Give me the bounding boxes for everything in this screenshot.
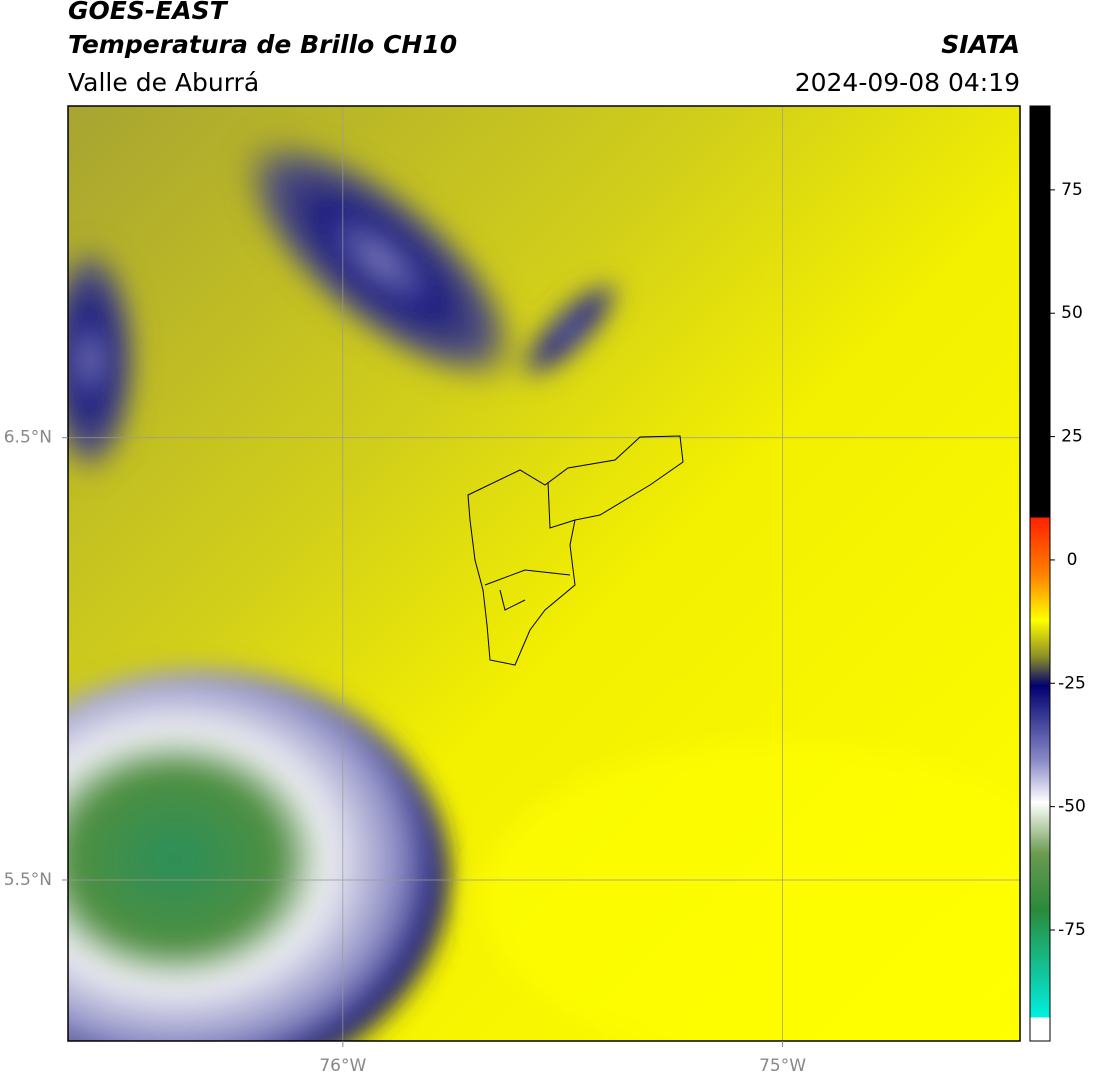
y-tick-label: 6.5°N — [4, 428, 52, 448]
datetime: 2024-09-08 04:19 — [795, 68, 1020, 97]
y-tick-label: 5.5°N — [4, 870, 52, 890]
colorbar-tick-label: 50 — [1061, 303, 1083, 323]
graticule — [68, 106, 1020, 1041]
map-field — [68, 106, 1020, 1041]
colorbar-tick-label: 75 — [1061, 180, 1083, 200]
colorbar-tick-label: -25 — [1058, 673, 1086, 693]
agency: SIATA — [941, 30, 1020, 59]
boundary — [467, 435, 684, 666]
map-frame — [67, 105, 1021, 1042]
colorbar-tick-label: 0 — [1067, 550, 1078, 570]
x-tick-label: 75°W — [759, 1056, 806, 1076]
region: Valle de Aburrá — [68, 68, 259, 97]
colorbar-tick-label: 25 — [1061, 427, 1083, 447]
cloud-features — [68, 132, 1020, 1041]
product: Temperatura de Brillo CH10 — [68, 30, 457, 59]
satellite: GOES-EAST — [68, 0, 229, 25]
colorbar-tick-label: -75 — [1058, 920, 1086, 940]
colorbar — [1029, 105, 1051, 1042]
colorbar-tick-label: -50 — [1058, 797, 1086, 817]
x-tick-label: 76°W — [319, 1056, 366, 1076]
